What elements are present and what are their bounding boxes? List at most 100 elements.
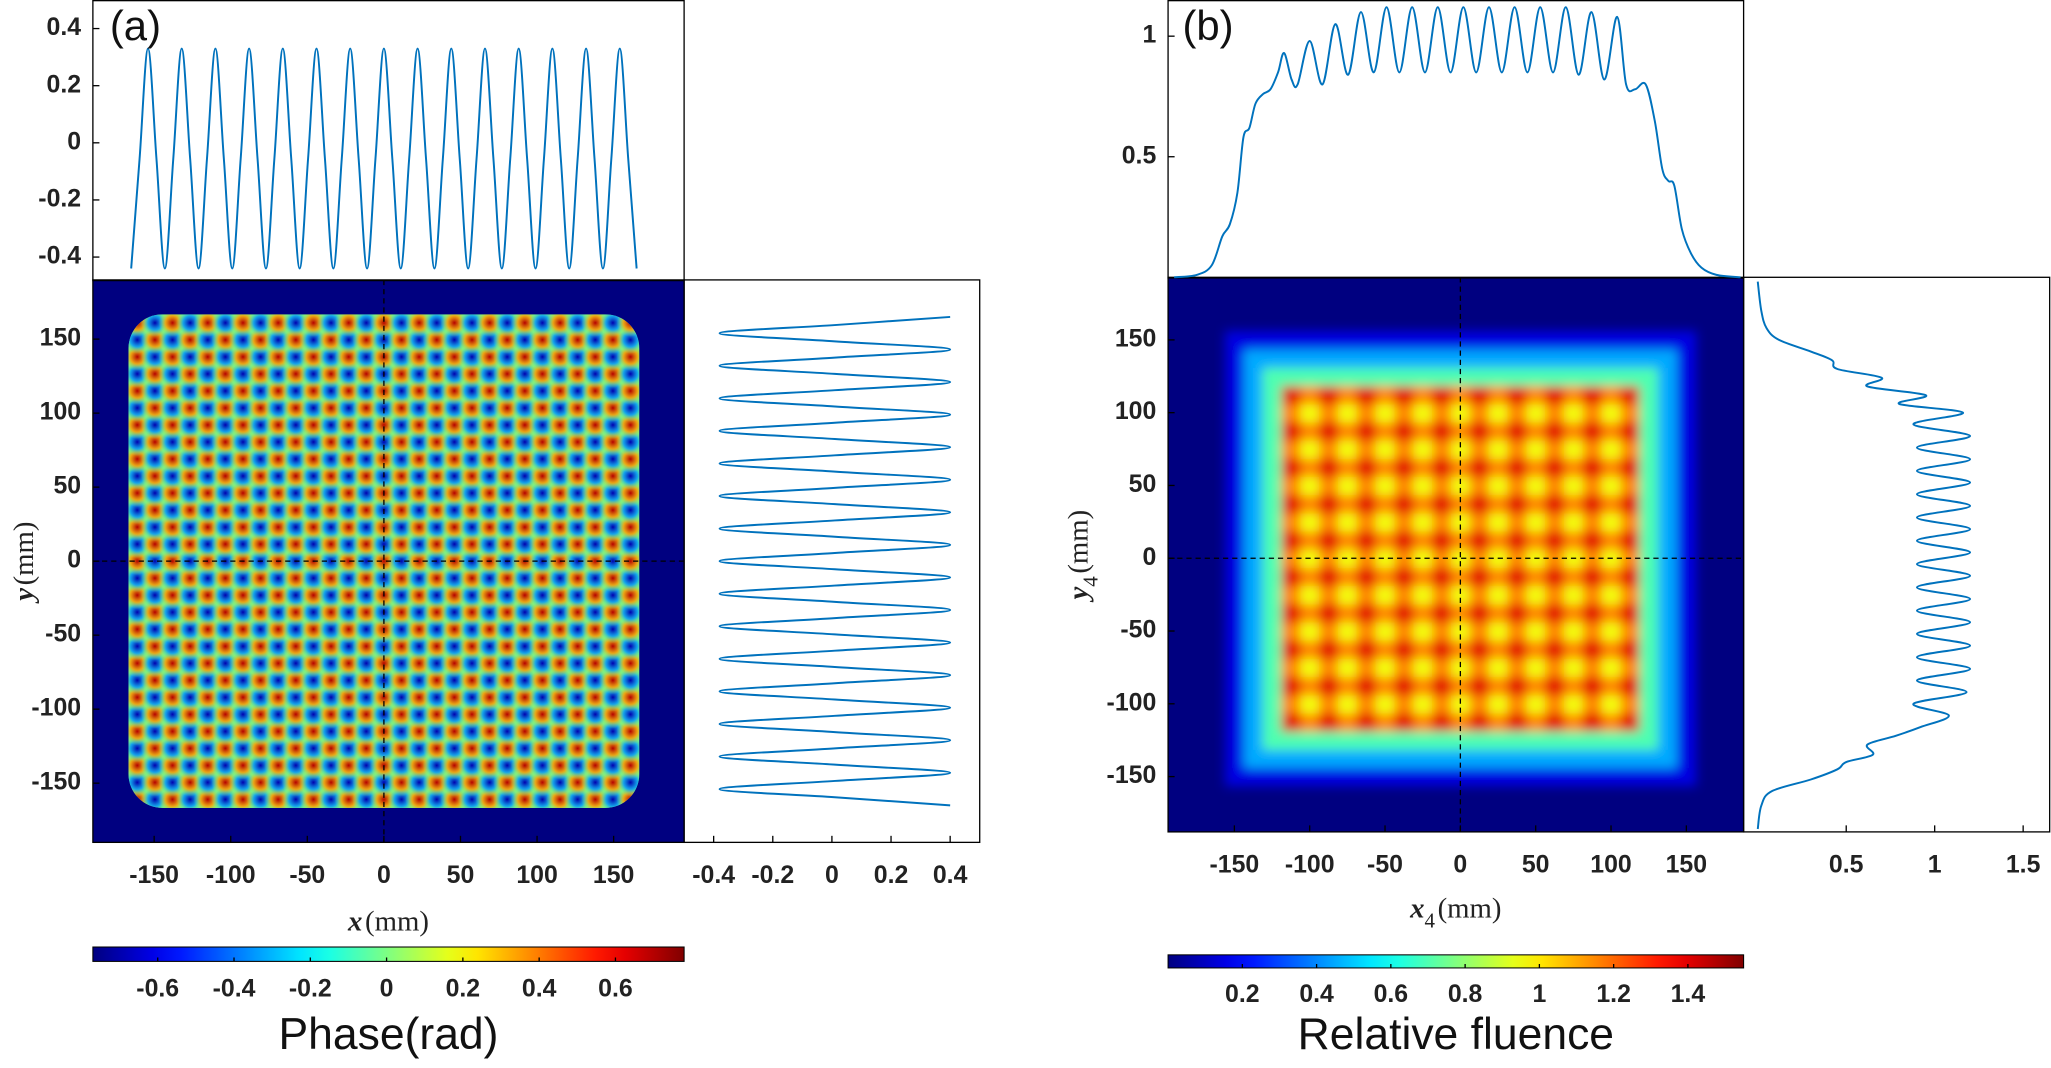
heatmap-cell [1394, 385, 1414, 405]
heatmap-cell [1375, 767, 1396, 787]
heatmap-cell [1563, 694, 1584, 714]
profile-line [1756, 281, 1972, 830]
heatmap-cell [1469, 530, 1490, 550]
heatmap-cell [1639, 439, 1659, 459]
heatmap-cell [1375, 603, 1396, 623]
heatmap-cell [1450, 621, 1471, 641]
heatmap-cell [1337, 348, 1358, 368]
axis-label: y (mm) [8, 521, 40, 603]
heatmap-cell [1319, 567, 1339, 587]
heatmap-cell [1224, 567, 1245, 587]
heatmap-cell [1639, 567, 1659, 587]
heatmap-cell [1450, 749, 1471, 769]
heatmap-cell [1507, 530, 1527, 550]
heatmap-cell [1394, 403, 1414, 423]
axis-label: y4 (mm) [1062, 510, 1102, 603]
heatmap-cell [1375, 348, 1396, 368]
heatmap-cell [1582, 767, 1603, 787]
heatmap-cell [1507, 712, 1527, 732]
x-tick-label: 0.4 [933, 862, 968, 889]
heatmap-cell [1658, 403, 1678, 423]
heatmap-cell [1281, 367, 1301, 387]
heatmap-cell [1224, 658, 1245, 678]
y-tick-label: 100 [1115, 398, 1156, 425]
heatmap-cell [1526, 640, 1546, 659]
heatmap-cell [1582, 330, 1603, 350]
heatmap-cell [1281, 476, 1301, 496]
axes-box [1742, 276, 2051, 833]
heatmap-cell [1394, 585, 1414, 605]
heatmap-cell [1337, 458, 1358, 478]
colorbar-tick-label: -0.4 [213, 976, 256, 1003]
heatmap-cell [1337, 403, 1358, 423]
heatmap-cell [1394, 348, 1414, 368]
y-tick-label: 0 [1142, 544, 1156, 571]
heatmap-cell [1563, 494, 1584, 514]
heatmap-cell [1224, 512, 1245, 532]
heatmap-cell [1243, 694, 1264, 714]
x-tick-label: 100 [1590, 851, 1631, 878]
heatmap-cell [1300, 567, 1320, 587]
heatmap-cell [1507, 603, 1527, 623]
axis-label: x4 (mm) [1409, 892, 1501, 932]
heatmap-cell [1526, 767, 1546, 787]
heatmap-cell [1337, 749, 1358, 769]
colorbar-tick-label: 0.4 [1299, 981, 1334, 1008]
heatmap-cell [1507, 494, 1527, 514]
heatmap-cell [1488, 621, 1509, 641]
heatmap-cell [1545, 421, 1565, 441]
heatmap-cell [1281, 694, 1301, 714]
heatmap-cell [1375, 712, 1396, 732]
heatmap-cell [1224, 421, 1245, 441]
heatmap-cell [1601, 439, 1622, 459]
heatmap-cell [1375, 658, 1396, 678]
heatmap-cell [1676, 549, 1697, 568]
heatmap-cell [1413, 658, 1433, 678]
heatmap-cell [1394, 676, 1414, 696]
heatmap-cell [1507, 694, 1527, 714]
heatmap-cell [1563, 712, 1584, 732]
heatmap-cell [1639, 585, 1659, 605]
heatmap-cell [1281, 530, 1301, 550]
heatmap-cell [1432, 330, 1452, 350]
heatmap-cell [1394, 549, 1414, 568]
y-tick-label: 100 [40, 399, 81, 426]
heatmap-cell [1413, 694, 1433, 714]
heatmap-cell [1601, 512, 1622, 532]
heatmap-cell [1469, 458, 1490, 478]
heatmap-cell [1676, 676, 1697, 696]
heatmap-cell [1469, 367, 1490, 387]
heatmap-cell [1676, 731, 1697, 750]
heatmap-cell [1526, 603, 1546, 623]
heatmap-cell [1262, 458, 1283, 478]
heatmap-cell [1413, 621, 1433, 641]
heatmap-cell [1658, 549, 1678, 568]
heatmap-cell [1337, 585, 1358, 605]
heatmap-cell [1394, 694, 1414, 714]
heatmap-cell [1319, 603, 1339, 623]
colorbar-tick-label: 0 [380, 976, 394, 1003]
heatmap-cell [1243, 476, 1264, 496]
heatmap-cell [1413, 348, 1433, 368]
heatmap-cell [1488, 567, 1509, 587]
heatmap-cell [1319, 621, 1339, 641]
heatmap-cell [1300, 530, 1320, 550]
heatmap-cell [1243, 530, 1264, 550]
heatmap-cell [1601, 731, 1622, 750]
heatmap-cell [1545, 567, 1565, 587]
heatmap-cell [1281, 385, 1301, 405]
heatmap-cell [1526, 585, 1546, 605]
heatmap-cell [1526, 476, 1546, 496]
heatmap-cell [1224, 749, 1245, 769]
heatmap-cell [1450, 458, 1471, 478]
heatmap-cell [1224, 367, 1245, 387]
heatmap-cell [1243, 603, 1264, 623]
heatmap-cell [1545, 530, 1565, 550]
heatmap-cell [1432, 767, 1452, 787]
x-tick-label: 0 [377, 862, 391, 889]
heatmap-cell [1469, 512, 1490, 532]
heatmap-cell [1488, 767, 1509, 787]
heatmap-cell [1620, 403, 1640, 423]
heatmap-cell [1582, 694, 1603, 714]
heatmap-cell [1469, 585, 1490, 605]
